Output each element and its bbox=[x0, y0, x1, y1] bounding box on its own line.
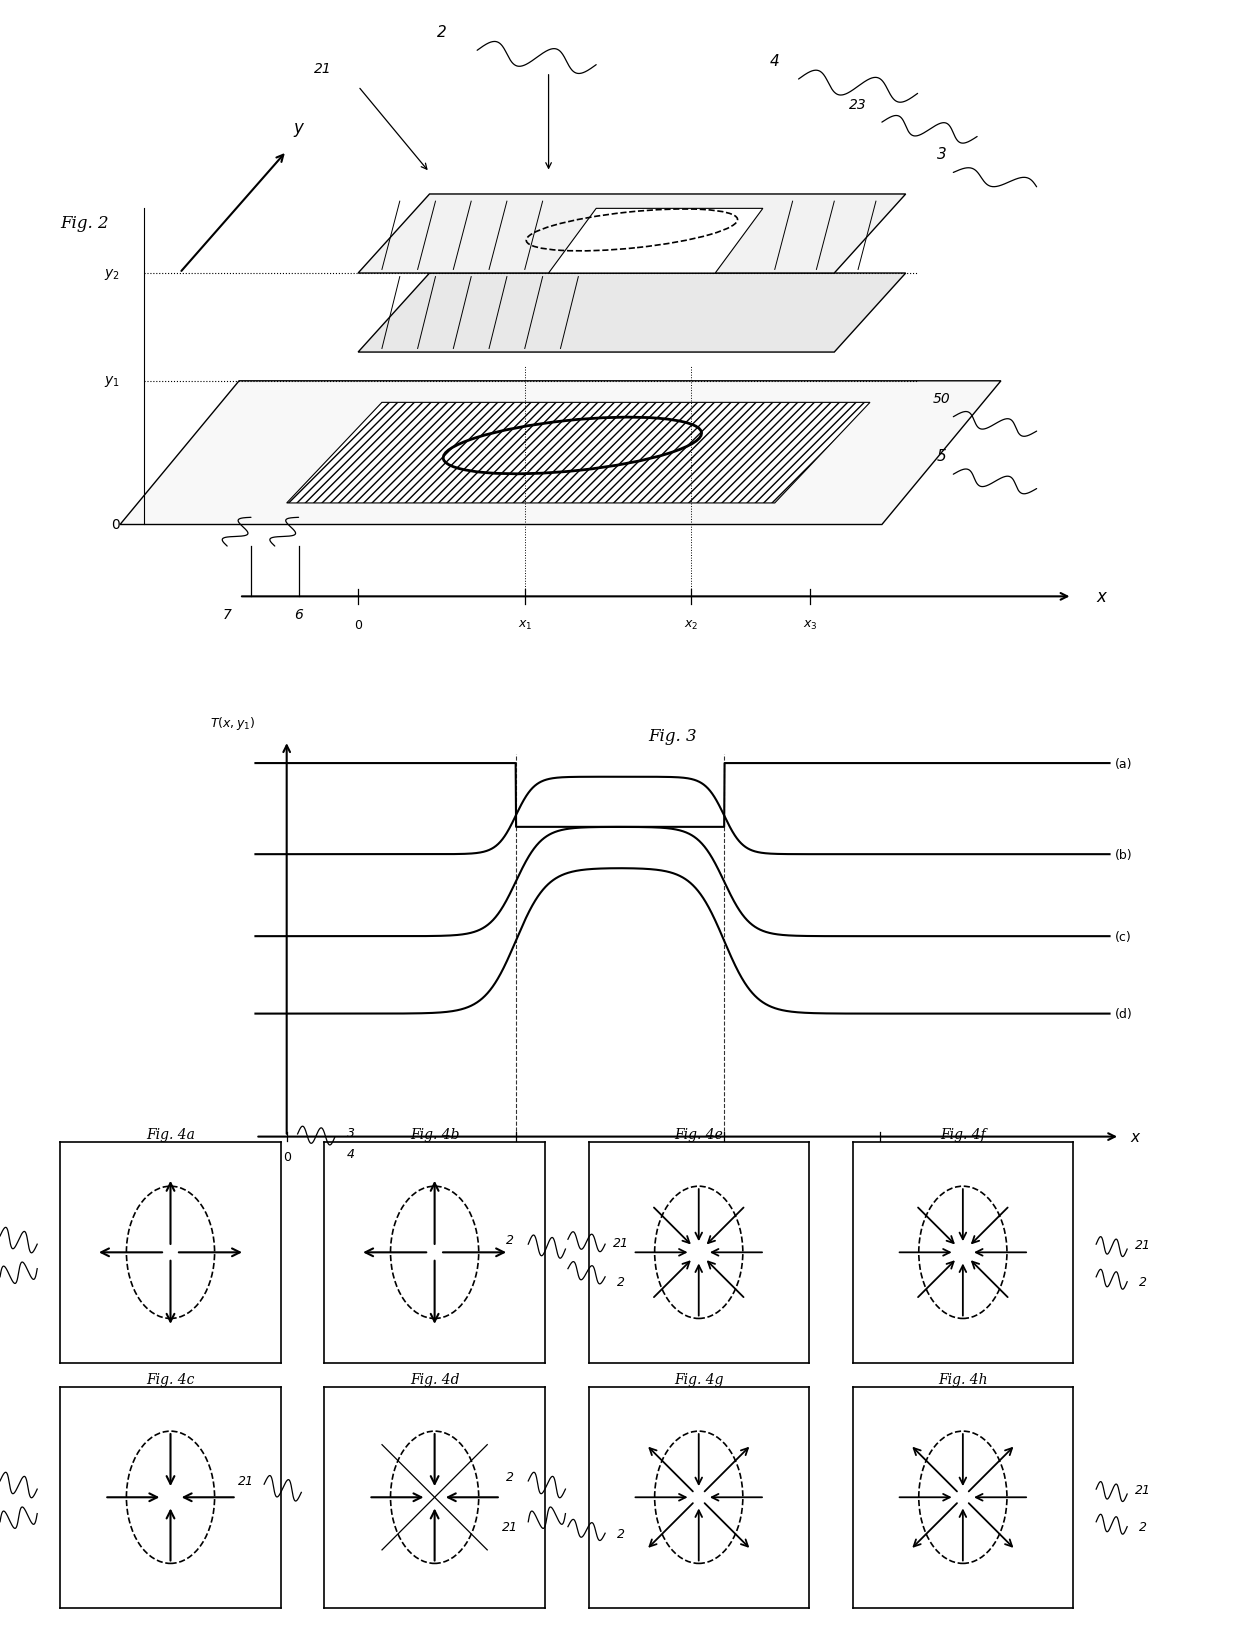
Title: Fig. 4f: Fig. 4f bbox=[940, 1128, 986, 1141]
Text: 2: 2 bbox=[618, 1276, 625, 1288]
Text: $T(x,y_1)$: $T(x,y_1)$ bbox=[210, 715, 255, 731]
Text: 23: 23 bbox=[849, 98, 867, 111]
Text: 3: 3 bbox=[936, 147, 946, 162]
Title: Fig. 4d: Fig. 4d bbox=[410, 1373, 459, 1386]
Text: (b): (b) bbox=[1115, 849, 1132, 862]
Text: 21: 21 bbox=[502, 1521, 517, 1532]
Title: Fig. 4b: Fig. 4b bbox=[410, 1128, 459, 1141]
Text: 21: 21 bbox=[238, 1475, 253, 1487]
Text: 6: 6 bbox=[294, 607, 303, 622]
Text: 7: 7 bbox=[223, 607, 232, 622]
Text: x: x bbox=[1131, 1129, 1140, 1144]
Text: 21: 21 bbox=[1136, 1483, 1151, 1495]
Text: $x_1$: $x_1$ bbox=[508, 1151, 523, 1164]
Text: x: x bbox=[1096, 588, 1106, 605]
Text: $x_3$: $x_3$ bbox=[873, 1151, 888, 1164]
Text: $x_2$: $x_2$ bbox=[684, 619, 698, 632]
Text: y: y bbox=[294, 119, 304, 137]
Title: Fig. 4h: Fig. 4h bbox=[939, 1373, 987, 1386]
Text: $y_2$: $y_2$ bbox=[104, 266, 120, 281]
Text: 0: 0 bbox=[112, 519, 120, 532]
Text: 2: 2 bbox=[506, 1234, 513, 1245]
Text: $y_1$: $y_1$ bbox=[104, 374, 120, 388]
Text: 21: 21 bbox=[314, 62, 331, 75]
Text: 0: 0 bbox=[355, 619, 362, 632]
Text: 2: 2 bbox=[1140, 1276, 1147, 1288]
Text: 0: 0 bbox=[283, 1151, 290, 1164]
Text: 2: 2 bbox=[436, 24, 446, 39]
Text: 50: 50 bbox=[932, 392, 950, 406]
Text: (c): (c) bbox=[1115, 930, 1132, 943]
Text: 2: 2 bbox=[506, 1470, 513, 1482]
Text: Fig. 3: Fig. 3 bbox=[647, 728, 697, 744]
Text: Fig. 2: Fig. 2 bbox=[61, 215, 109, 232]
Text: 5: 5 bbox=[936, 449, 946, 463]
Text: 21: 21 bbox=[614, 1237, 629, 1248]
Text: $x_3$: $x_3$ bbox=[804, 619, 817, 632]
Text: 2: 2 bbox=[1140, 1521, 1147, 1532]
Title: Fig. 4c: Fig. 4c bbox=[146, 1373, 195, 1386]
Text: 2: 2 bbox=[618, 1528, 625, 1539]
Text: (d): (d) bbox=[1115, 1007, 1132, 1020]
Polygon shape bbox=[358, 194, 905, 274]
Title: Fig. 4a: Fig. 4a bbox=[146, 1128, 195, 1141]
Text: 3: 3 bbox=[347, 1126, 355, 1139]
Text: 21: 21 bbox=[1136, 1239, 1151, 1250]
Polygon shape bbox=[120, 382, 1001, 526]
Polygon shape bbox=[358, 274, 905, 353]
Title: Fig. 4e: Fig. 4e bbox=[675, 1128, 723, 1141]
Title: Fig. 4g: Fig. 4g bbox=[675, 1373, 723, 1386]
Text: $x_1$: $x_1$ bbox=[517, 619, 532, 632]
Polygon shape bbox=[286, 403, 870, 504]
Text: $x_2$: $x_2$ bbox=[717, 1151, 732, 1164]
Text: (a): (a) bbox=[1115, 757, 1132, 770]
Text: 4: 4 bbox=[347, 1147, 355, 1160]
Text: 4: 4 bbox=[770, 54, 780, 69]
Polygon shape bbox=[548, 209, 763, 274]
